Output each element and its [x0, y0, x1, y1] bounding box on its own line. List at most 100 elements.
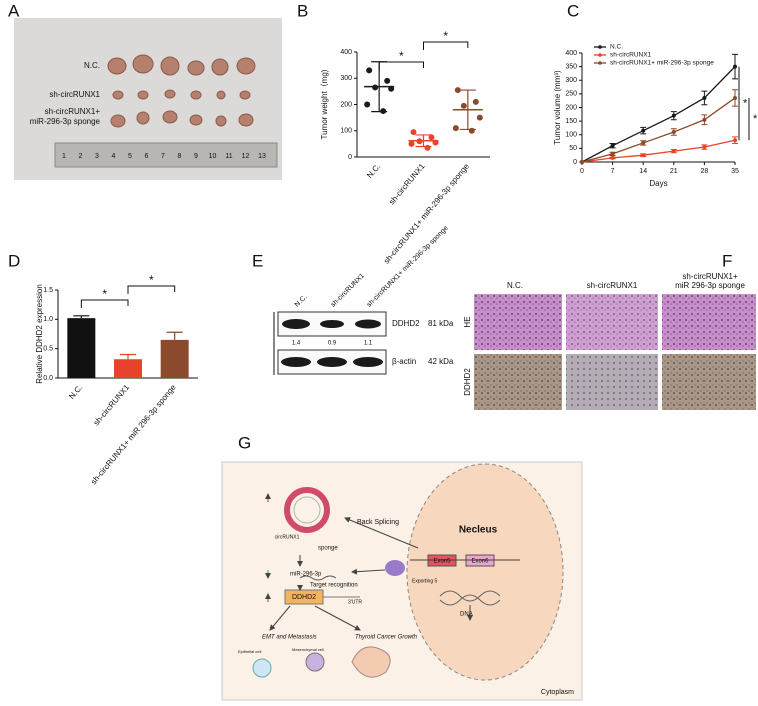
line [581, 97, 736, 163]
y-tick-label: 150 [565, 118, 577, 125]
point [428, 134, 435, 141]
error-bar [166, 331, 183, 340]
legend-label: N.C. [610, 44, 623, 51]
point [733, 64, 737, 69]
label: Cytoplasm [541, 689, 574, 696]
point [472, 98, 479, 105]
x-tick-label: sh-circRUNX1 [92, 382, 132, 427]
panel-label: A [8, 1, 20, 20]
histology [474, 294, 756, 410]
column-label: miR 296-3p sponge [675, 281, 745, 290]
label: sponge [318, 546, 338, 552]
quant-label: 1.1 [364, 341, 373, 347]
panel-label: D [8, 251, 20, 270]
label: Necleus [459, 525, 498, 536]
significance-label: * [399, 49, 404, 63]
lane-label: sh-circRUNX1 [330, 272, 366, 308]
point [671, 113, 676, 118]
column-label: sh-circRUNX1 [587, 281, 638, 290]
legend-label: sh-circRUNX1+ miR-296-3p sponge [610, 60, 714, 67]
panel-label: G [238, 433, 251, 452]
ruler-number: 11 [225, 153, 232, 160]
x-tick-label: N.C. [67, 383, 84, 401]
label: DDHD2 [292, 594, 316, 601]
label: Mesenchymal cell [292, 647, 324, 652]
ruler-number: 9 [194, 153, 198, 160]
significance-label: * [753, 113, 758, 125]
sd-bar [415, 134, 432, 148]
row-label: HE [463, 316, 472, 327]
x-tick-label: 0 [580, 168, 584, 175]
y-tick-label: 0 [573, 159, 577, 166]
ruler-number: 5 [128, 153, 132, 160]
ruler-number: 10 [209, 153, 217, 160]
point [641, 153, 646, 158]
significance-bracket [423, 41, 469, 50]
x-axis-label: Days [649, 179, 667, 188]
point [671, 130, 676, 135]
x-tick-label: 14 [639, 168, 647, 175]
x-tick-label: 28 [701, 168, 709, 175]
significance-bracket [80, 299, 129, 308]
band-size: 81 kDa [428, 319, 454, 328]
bar [114, 359, 142, 378]
point [671, 149, 676, 154]
y-tick-label: 100 [565, 132, 577, 139]
panel-label: C [567, 1, 579, 20]
legend-swatch [598, 53, 602, 57]
y-tick-label: 200 [340, 101, 352, 108]
significance-label: * [149, 273, 154, 287]
point [702, 117, 707, 122]
ruler-number: 2 [79, 153, 83, 160]
quant-label: 1.4 [292, 341, 301, 347]
bar [160, 339, 189, 378]
lane-label: N.C. [294, 294, 309, 309]
label: Exon5 [433, 559, 451, 565]
significance-label: * [743, 97, 748, 109]
point [468, 127, 475, 134]
ruler-number: 7 [161, 153, 165, 160]
band-size: 42 kDa [428, 357, 454, 366]
sd-bar [459, 89, 476, 131]
point [610, 151, 615, 156]
point [641, 140, 646, 145]
row-label: sh-circRUNX1 [49, 90, 100, 99]
point [410, 129, 417, 136]
point [733, 138, 737, 143]
label: Back Splicing [357, 519, 399, 526]
point [454, 87, 461, 94]
y-tick-label: 300 [340, 75, 352, 82]
tumor-photo [14, 18, 282, 180]
point [702, 145, 707, 150]
panel-label: E [252, 251, 263, 270]
x-tick-label: sh-circRUNX1 [387, 161, 427, 206]
label: Thyroid Cancer Growth [355, 635, 418, 641]
band-label: DDHD2 [392, 319, 420, 328]
label: DNA [460, 612, 473, 618]
diagram [221, 461, 583, 701]
y-tick-label: 350 [565, 63, 577, 70]
band-label: β-actin [392, 357, 416, 366]
x-tick-label: N.C. [365, 162, 382, 180]
ruler-number: 12 [242, 153, 250, 160]
row-label: miR-296-3p sponge [30, 117, 101, 126]
point [610, 155, 615, 160]
point [702, 95, 707, 100]
bands [281, 319, 383, 367]
legend-swatch [598, 45, 602, 49]
ruler-number: 8 [178, 153, 182, 160]
point [476, 114, 483, 121]
point [372, 84, 379, 91]
label: miR-296-3p [290, 572, 322, 578]
significance-bracket [127, 285, 176, 294]
y-tick-label: 250 [565, 91, 577, 98]
y-tick-label: 1.0 [43, 316, 53, 323]
x-tick-label: sh-circRUNX1+ miR 296-3p sponge [89, 382, 178, 486]
y-axis-label: Relative DDHD2 expression [35, 284, 44, 384]
legend-swatch [598, 61, 602, 65]
ruler-number: 1 [62, 153, 66, 160]
ruler-number: 6 [145, 153, 149, 160]
ruler-number: 3 [95, 153, 99, 160]
label: Exporting 5 [412, 578, 438, 584]
line [581, 139, 736, 163]
